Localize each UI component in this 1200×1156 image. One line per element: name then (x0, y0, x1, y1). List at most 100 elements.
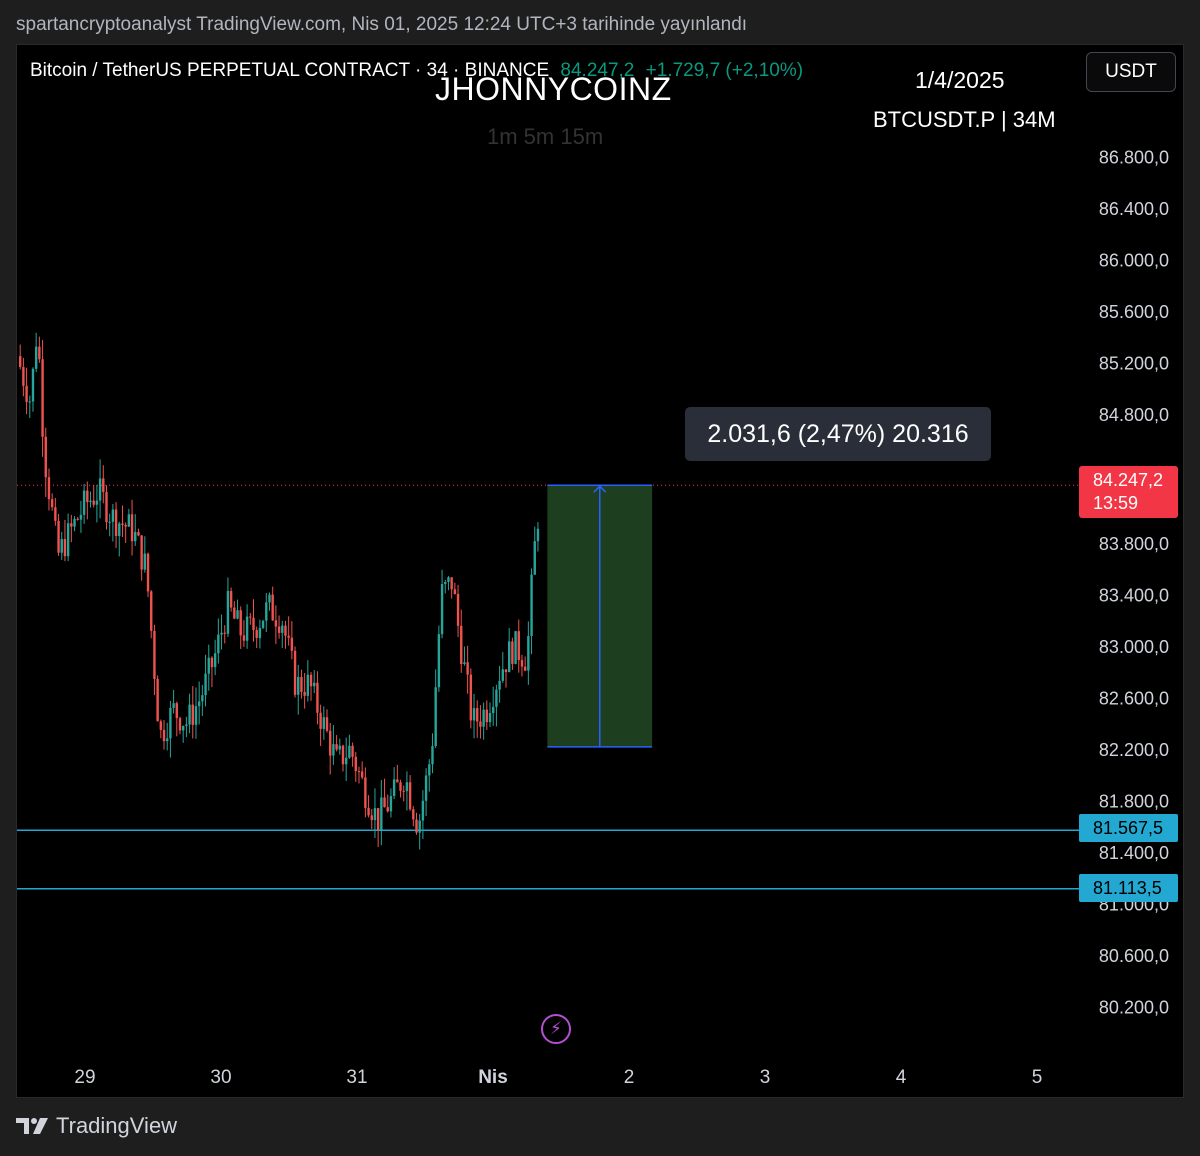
candle-body (92, 500, 95, 505)
pair-label: BTCUSDT.P | 34M (873, 107, 1056, 132)
candle-body (485, 709, 489, 723)
candle-body (105, 491, 108, 523)
candle-body (338, 745, 341, 750)
lightning-icon[interactable]: ⚡ (541, 1014, 571, 1044)
candle-body (108, 521, 111, 523)
y-tick-label: 83.400,0 (1099, 585, 1169, 605)
candle-body (175, 703, 178, 719)
candle-body (434, 687, 437, 746)
candle-body (82, 490, 86, 515)
candle-body (476, 708, 479, 722)
candle-body (492, 706, 495, 714)
price-chart[interactable]: 86.800,0 86.400,0 86.000,0 85.600,0 85.200,0… (17, 45, 1184, 1098)
candle-body (482, 709, 485, 727)
current-price-tag: 84.247,2 13:59 (1079, 466, 1178, 518)
candle-body (424, 775, 428, 801)
y-tick-label: 80.200,0 (1099, 997, 1169, 1017)
candle-body (402, 790, 405, 792)
candle-body (405, 782, 409, 792)
level-tag-lower: 81.113,5 (1079, 874, 1178, 902)
y-tick-label: 85.200,0 (1099, 354, 1169, 374)
candle-body (191, 704, 194, 725)
y-tick-label: 82.600,0 (1099, 688, 1169, 708)
currency-button[interactable]: USDT (1086, 52, 1176, 92)
candle-body (226, 591, 230, 634)
candle-body (31, 368, 35, 402)
y-tick-label: 86.400,0 (1099, 199, 1169, 219)
timeframe-text: 1m 5m 15m (487, 124, 604, 149)
candle-body (172, 703, 175, 708)
y-tick-label: 83.000,0 (1099, 637, 1169, 657)
candle-body (287, 635, 290, 638)
candle-body (169, 707, 172, 739)
candle-body (66, 523, 70, 557)
candle-body (354, 756, 357, 772)
candle-body (102, 478, 105, 492)
candle-body (463, 662, 466, 664)
candle-body (293, 650, 297, 695)
candle-body (329, 730, 332, 756)
candle-body (437, 634, 441, 688)
candle-body (185, 724, 188, 727)
candle-body (153, 630, 156, 679)
bar-countdown: 13:59 (1093, 493, 1139, 513)
candle-body (268, 594, 271, 603)
chart-panel[interactable]: 86.800,0 86.400,0 86.000,0 85.600,0 85.200,0… (16, 44, 1184, 1098)
candle-body (41, 359, 44, 437)
candle-body (95, 500, 99, 505)
candle-body (364, 777, 367, 808)
candle-body (428, 764, 431, 776)
candle-body (386, 807, 389, 812)
tradingview-mark-icon (16, 1118, 48, 1134)
candle-body (533, 541, 536, 575)
candle-body (383, 797, 386, 808)
candle-body (28, 401, 31, 403)
current-price-value: 84.247,2 (1093, 470, 1164, 490)
candle-body (38, 346, 41, 360)
candle-body (229, 591, 233, 608)
candle-body (54, 507, 57, 521)
candle-body (444, 582, 447, 585)
symbol-price: 84.247,2 (560, 60, 635, 81)
candle-body (303, 691, 306, 696)
tradingview-logo[interactable]: TradingView (16, 1113, 177, 1139)
candle-body (319, 712, 322, 729)
candle-body (479, 721, 482, 727)
candle-body (166, 738, 169, 742)
candle-body (527, 635, 530, 671)
candle-body (134, 532, 137, 542)
y-tick-label: 83.800,0 (1099, 534, 1169, 554)
candle-body (277, 626, 281, 633)
candle-body (440, 584, 444, 635)
candle-body (271, 594, 274, 621)
candle-body (460, 625, 463, 664)
x-tick-label: 30 (210, 1067, 231, 1088)
candle-body (306, 674, 310, 696)
candle-body (70, 523, 73, 527)
candle-body (245, 616, 249, 641)
candle-body (194, 706, 198, 725)
symbol-change: +1.729,7 (+2,10%) (645, 60, 804, 81)
y-tick-label: 80.600,0 (1099, 946, 1169, 966)
candle-body (511, 641, 514, 664)
candle-body (408, 782, 412, 810)
candle-body (204, 673, 207, 696)
candle-body (300, 676, 303, 692)
candle-body (118, 523, 121, 537)
y-tick-label: 81.800,0 (1099, 791, 1169, 811)
date-label: 1/4/2025 (915, 67, 1005, 93)
candle-body (431, 745, 434, 765)
candle-body (63, 539, 67, 557)
candle-body (281, 625, 284, 633)
candle-body (258, 627, 262, 638)
candle-body (73, 518, 76, 527)
candle-body (530, 574, 533, 636)
candle-body (421, 800, 425, 821)
candle-body (188, 704, 191, 725)
candle-body (309, 674, 313, 687)
candle-body (159, 721, 163, 730)
candle-body (514, 631, 517, 664)
candle-body (418, 820, 421, 833)
candle-body (469, 674, 473, 721)
candle-body (239, 610, 242, 636)
